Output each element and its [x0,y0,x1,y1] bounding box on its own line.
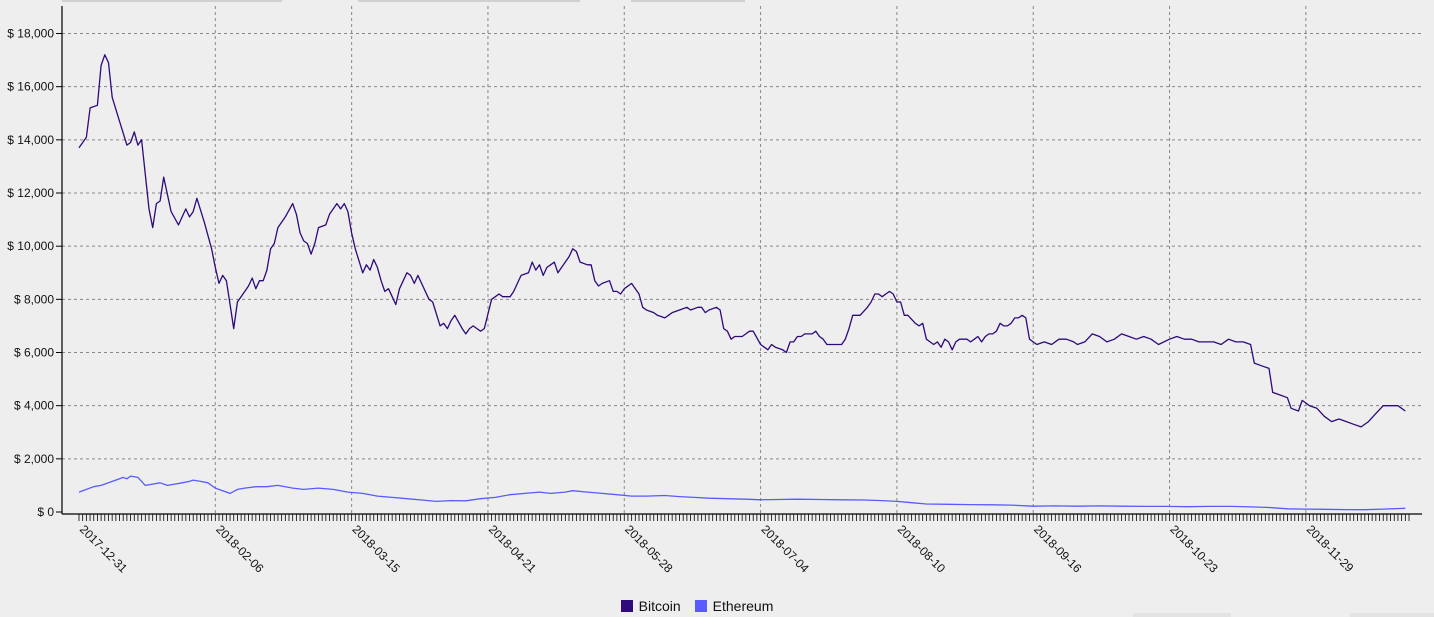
x-tick-label-5: 2018-07-04 [758,522,812,576]
y-tick-label-2: $ 4,000 [14,399,54,413]
y-tick-label-7: $ 14,000 [7,133,54,147]
y-tick-label-0: $ 0 [37,505,54,519]
x-tick-label-1: 2018-02-06 [213,522,267,576]
x-tick-label-2: 2018-03-15 [350,522,404,576]
top-scrollbar-right[interactable] [631,0,745,2]
y-tick-label-9: $ 18,000 [7,27,54,41]
legend-label-ethereum: Ethereum [712,598,774,614]
top-scrollbar-left[interactable] [62,0,282,2]
legend-label-bitcoin: Bitcoin [638,598,681,614]
legend-swatch-bitcoin [620,600,633,612]
y-tick-label-6: $ 12,000 [7,186,54,200]
top-scrollbar-mid[interactable] [358,0,580,2]
x-tick-label-0: 2017-12-31 [77,522,131,576]
grid-lines [62,6,1422,514]
x-tick-label-7: 2018-09-16 [1031,522,1085,576]
y-axis: $ 0 $ 2,000 $ 4,000 $ 6,000 $ 8,000 $ 10,000 $… [7,6,63,519]
x-tick-label-8: 2018-10-23 [1167,522,1221,576]
legend-item-ethereum[interactable]: Ethereum [694,598,774,614]
y-tick-label-3: $ 6,000 [14,346,54,360]
legend-item-bitcoin[interactable]: Bitcoin [620,598,681,614]
bottom-scrollbar-right[interactable] [1350,613,1434,617]
x-tick-label-9: 2018-11-29 [1304,522,1357,575]
y-tick-label-8: $ 16,000 [7,80,54,94]
legend: Bitcoin Ethereum [0,598,1394,614]
x-tick-label-4: 2018-05-28 [622,522,676,576]
bottom-scrollbar-left[interactable] [1133,613,1231,617]
series-line-ethereum [78,475,1406,511]
y-tick-label-4: $ 8,000 [14,292,54,306]
series-lines [78,54,1406,511]
x-tick-label-3: 2018-04-21 [486,522,540,576]
x-axis: 2017-12-31 2018-02-06 2018-03-15 2018-04-21… [62,513,1422,576]
series-line-bitcoin [78,54,1406,428]
y-tick-label-1: $ 2,000 [14,452,54,466]
legend-swatch-ethereum [694,600,707,612]
x-tick-label-6: 2018-08-10 [895,522,949,576]
y-tick-label-5: $ 10,000 [7,239,54,253]
